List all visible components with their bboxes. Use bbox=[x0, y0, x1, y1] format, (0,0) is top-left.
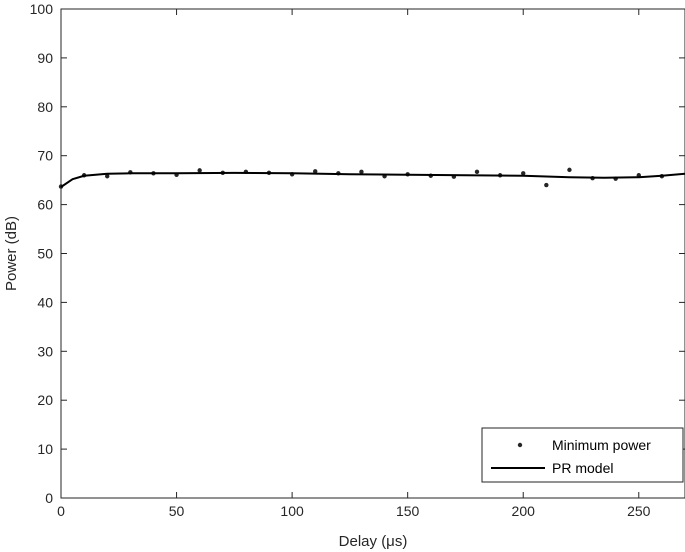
y-axis-label: Power (dB) bbox=[3, 216, 20, 291]
axes-box bbox=[60, 8, 685, 499]
y-tick-label: 20 bbox=[37, 392, 53, 408]
y-tick-label: 30 bbox=[37, 343, 53, 359]
data-point-minimum-power bbox=[197, 168, 202, 173]
legend-marker-minimum-power bbox=[517, 442, 523, 448]
legend-label-minimum-power: Minimum power bbox=[552, 437, 651, 453]
data-point-minimum-power bbox=[359, 169, 364, 175]
y-tick-label: 90 bbox=[37, 50, 53, 66]
y-tick-label: 70 bbox=[37, 148, 53, 164]
y-tick-label: 60 bbox=[37, 197, 53, 213]
y-tick-label: 100 bbox=[30, 1, 54, 17]
x-tick-label: 250 bbox=[627, 503, 651, 519]
series-line-pr-model bbox=[60, 171, 685, 188]
x-tick-label: 150 bbox=[396, 503, 420, 519]
data-point-minimum-power bbox=[521, 171, 526, 176]
data-point-minimum-power bbox=[474, 169, 480, 175]
y-tick-label: 80 bbox=[37, 99, 53, 115]
plot-area bbox=[58, 167, 685, 189]
legend-label-pr-model: PR model bbox=[552, 460, 613, 476]
y-tick-label: 10 bbox=[37, 441, 53, 457]
x-tick-label: 100 bbox=[280, 503, 304, 519]
y-tick-label: 50 bbox=[37, 246, 53, 262]
y-tick-label: 40 bbox=[37, 294, 53, 310]
axes: 0 50 100 150 200 250 0 10 20 30 40 50 60 70 80 90 100 bbox=[30, 1, 685, 519]
x-axis-label: Delay (μs) bbox=[339, 533, 408, 550]
y-tick-label: 0 bbox=[45, 490, 53, 506]
data-point-minimum-power bbox=[567, 167, 572, 173]
legend: Minimum power PR model bbox=[481, 427, 684, 483]
x-tick-label: 0 bbox=[57, 503, 65, 519]
x-tick-label: 50 bbox=[169, 503, 185, 519]
x-tick-label: 200 bbox=[512, 503, 536, 519]
data-point-minimum-power bbox=[105, 174, 110, 179]
legend-box bbox=[481, 427, 684, 483]
data-point-minimum-power bbox=[313, 169, 318, 174]
data-point-minimum-power bbox=[544, 182, 549, 188]
